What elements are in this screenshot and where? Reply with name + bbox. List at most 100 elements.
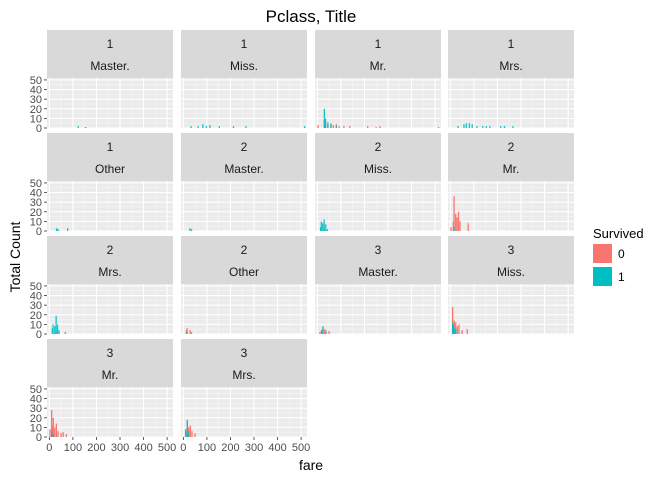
facet-plot-area — [448, 181, 574, 231]
facet-strip-top-label: 2 — [508, 140, 515, 154]
chart-title: Pclass, Title — [266, 7, 357, 26]
histogram-bar-survived-1 — [218, 126, 220, 128]
histogram-bar-survived-0 — [189, 330, 191, 334]
histogram-bar-survived-1 — [323, 108, 326, 128]
histogram-bar-survived-1 — [463, 124, 465, 128]
histogram-bar-survived-0 — [453, 196, 455, 231]
facet-plot-area — [315, 284, 441, 334]
facet-strip-bottom-label: Other — [229, 265, 259, 279]
legend-swatch-0 — [593, 244, 612, 263]
histogram-bar-survived-0 — [457, 211, 460, 231]
histogram-bar-survived-1 — [476, 126, 478, 128]
histogram-bar-survived-0 — [194, 433, 196, 437]
histogram-bar-survived-1 — [324, 118, 327, 128]
facet-strip — [47, 236, 173, 284]
histogram-bar-survived-0 — [55, 423, 58, 437]
legend-swatch-1 — [593, 267, 612, 286]
facet-strip — [181, 236, 307, 284]
x-tick-label: 400 — [268, 442, 286, 454]
histogram-bar-survived-1 — [482, 126, 484, 128]
facet-strip — [448, 236, 574, 284]
histogram-bar-survived-1 — [455, 329, 457, 334]
x-tick-label: 500 — [292, 442, 310, 454]
x-axis-label: fare — [299, 457, 323, 473]
facet-strip-bottom-label: Mrs. — [98, 265, 121, 279]
x-tick-label: 500 — [158, 442, 176, 454]
histogram-bar-survived-1 — [186, 419, 188, 437]
histogram-bar-survived-1 — [64, 332, 66, 334]
histogram-bar-survived-0 — [62, 432, 64, 437]
facet-strip-top-label: 3 — [375, 243, 382, 257]
facet-panel: 1 Mr. — [315, 30, 441, 129]
facet-strip-top-label: 2 — [107, 243, 114, 257]
histogram-bar-survived-1 — [468, 123, 471, 128]
histogram-bar-survived-1 — [245, 126, 247, 128]
histogram-bar-survived-0 — [65, 434, 67, 437]
facet-strip — [315, 236, 441, 284]
histogram-bar-survived-1 — [67, 228, 69, 231]
legend-label-0: 0 — [618, 247, 625, 261]
facet-strip-bottom-label: Mrs. — [232, 368, 255, 382]
histogram-bar-survived-1 — [322, 326, 324, 334]
histogram-bar-survived-1 — [453, 227, 455, 231]
histogram-bar-survived-0 — [325, 330, 327, 334]
histogram-bar-survived-1 — [465, 123, 467, 128]
facet-strip — [315, 133, 441, 181]
y-tick-label: 40 — [30, 394, 42, 406]
histogram-bar-survived-0 — [456, 326, 459, 334]
facet-strip-top-label: 3 — [508, 243, 515, 257]
y-tick-label: 10 — [30, 113, 42, 125]
facet-strip-bottom-label: Master. — [358, 265, 397, 279]
facet-plot-area — [448, 284, 574, 334]
histogram-bar-survived-1 — [77, 126, 79, 128]
facet-panel: 3 Master. — [315, 236, 441, 335]
y-tick-label: 20 — [30, 310, 42, 322]
facet-panel: 3 Mrs. 0 100 200 300 400 500 — [180, 339, 310, 454]
histogram-bar-survived-1 — [188, 431, 190, 437]
facet-plot-area — [47, 284, 173, 334]
y-tick-label: 30 — [30, 94, 42, 106]
histogram-bar-survived-0 — [185, 330, 188, 334]
facet-plot-area — [47, 387, 173, 437]
facet-strip — [47, 133, 173, 181]
histogram-bar-survived-0 — [190, 332, 193, 334]
histogram-bar-survived-0 — [379, 126, 381, 128]
facet-strip — [47, 30, 173, 78]
x-tick-label: 200 — [221, 442, 239, 454]
histogram-bar-survived-1 — [52, 324, 54, 334]
histogram-bar-survived-1 — [232, 126, 235, 128]
histogram-bar-survived-0 — [338, 126, 340, 128]
y-tick-label: 0 — [36, 329, 42, 341]
histogram-bar-survived-1 — [58, 330, 60, 334]
x-tick-label: 300 — [111, 442, 129, 454]
facet-strip — [181, 339, 307, 387]
y-tick-label: 10 — [30, 422, 42, 434]
histogram-bar-survived-0 — [367, 126, 369, 128]
facet-strip-bottom-label: Miss. — [497, 265, 525, 279]
histogram-bar-survived-0 — [328, 331, 330, 334]
facet-strip-bottom-label: Mr. — [503, 162, 520, 176]
facet-panel: 2 Mr. — [448, 133, 574, 232]
histogram-bar-survived-0 — [52, 417, 54, 437]
histogram-bar-survived-0 — [452, 221, 455, 231]
facet-strip-bottom-label: Mrs. — [499, 59, 522, 73]
histogram-bar-survived-1 — [320, 330, 323, 334]
facet-strip-top-label: 1 — [508, 37, 515, 51]
facet-strip-bottom-label: Mr. — [370, 59, 387, 73]
histogram-bar-survived-1 — [197, 126, 199, 128]
facet-strip-bottom-label: Other — [95, 162, 125, 176]
histogram-bar-survived-1 — [84, 127, 86, 128]
histogram-bar-survived-1 — [202, 124, 204, 128]
histogram-bar-survived-0 — [375, 127, 377, 128]
y-tick-label: 20 — [30, 207, 42, 219]
histogram-bar-survived-0 — [461, 330, 463, 334]
histogram-bar-survived-1 — [186, 332, 188, 334]
y-tick-label: 50 — [30, 75, 42, 87]
legend-label-1: 1 — [618, 270, 625, 284]
histogram-bar-survived-1 — [437, 127, 440, 128]
histogram-bar-survived-1 — [185, 429, 187, 437]
x-tick-label: 0 — [180, 442, 186, 454]
